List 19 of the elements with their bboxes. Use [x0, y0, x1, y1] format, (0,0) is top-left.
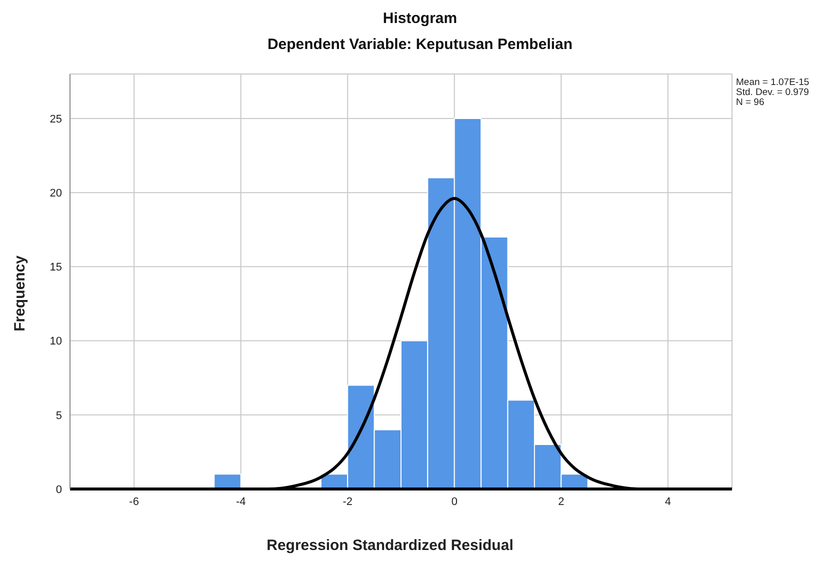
- chart-subtitle: Dependent Variable: Keputusan Pembelian: [266, 36, 574, 53]
- text: Mean = 1.07E-15: [736, 77, 810, 88]
- y-tick-label: 15: [50, 262, 62, 274]
- y-tick-label: 20: [50, 187, 62, 200]
- y-tick-label: 25: [50, 113, 62, 126]
- x-tick-label: 2: [558, 496, 564, 508]
- chart-title: Histogram: [382, 10, 458, 27]
- text: Std. Dev. = 0.979: [736, 87, 810, 98]
- x-tick-label: -2: [342, 496, 353, 508]
- y-tick-label: 10: [50, 336, 62, 348]
- y-axis-title: Frequency: [12, 256, 29, 332]
- x-tick-label: -4: [236, 496, 246, 508]
- y-tick-label: 0: [56, 484, 62, 496]
- x-tick-label: 4: [664, 496, 671, 508]
- text: N = 96: [736, 97, 766, 108]
- y-tick-label: 5: [56, 410, 62, 422]
- x-tick-label: 0: [451, 496, 458, 508]
- x-axis-title: Regression Standardized Residual: [266, 537, 514, 554]
- x-tick-label: -6: [129, 496, 139, 508]
